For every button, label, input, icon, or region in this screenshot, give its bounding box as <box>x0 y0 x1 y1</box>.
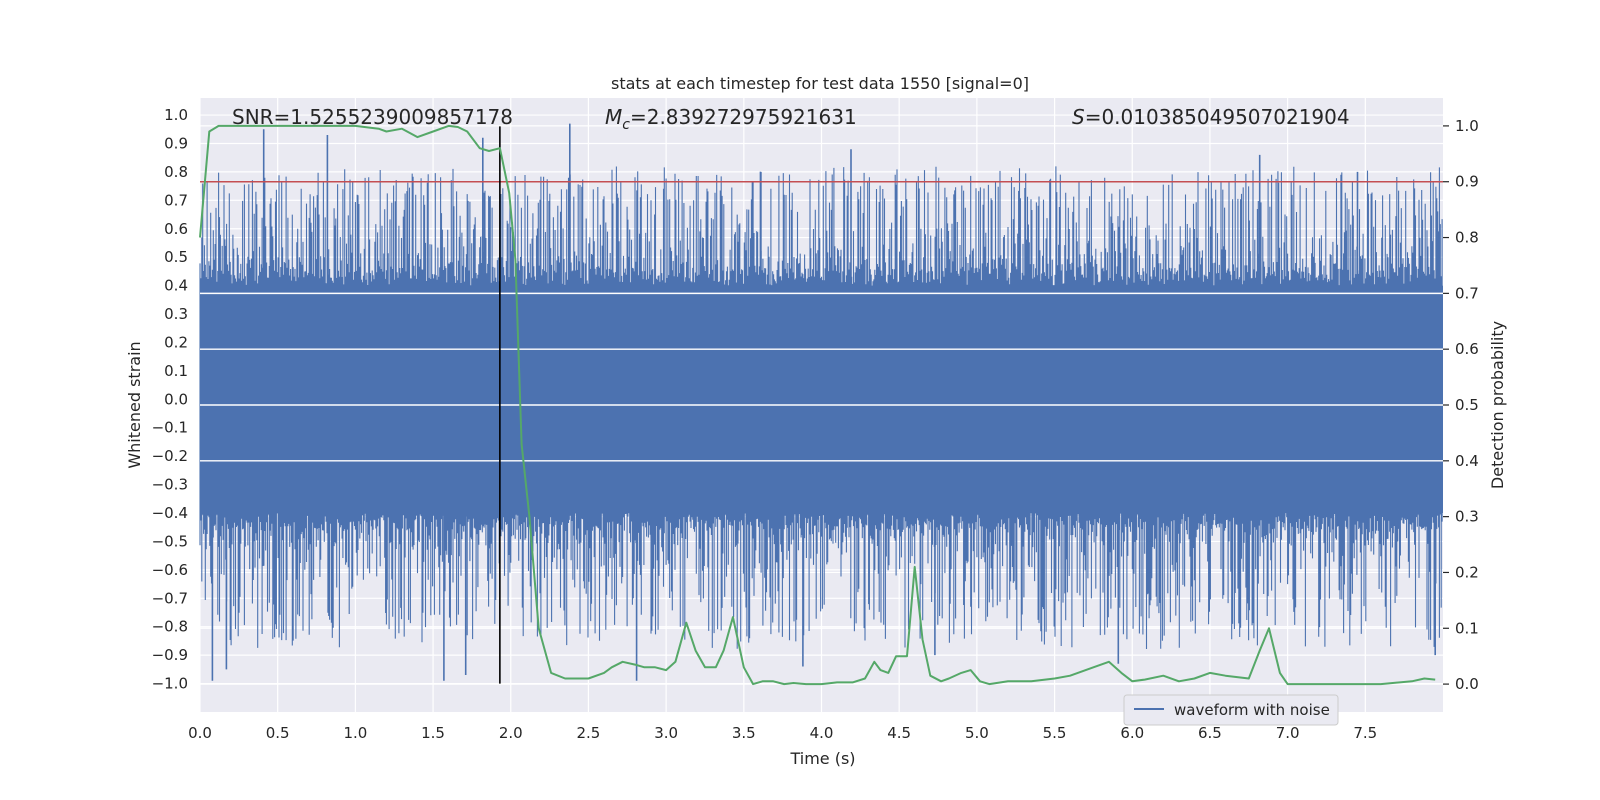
mc-subscript: c <box>622 117 630 133</box>
y-axis-right-label: Detection probability <box>1488 321 1507 489</box>
y-right-tick-label: 0.5 <box>1455 396 1479 414</box>
x-tick-label: 3.0 <box>654 724 678 742</box>
y-right-tick-label: 0.3 <box>1455 508 1479 526</box>
x-tick-label: 6.0 <box>1120 724 1144 742</box>
y-left-tick-label: 0.1 <box>164 362 188 380</box>
x-tick-label: 3.5 <box>732 724 756 742</box>
mc-value: =2.839272975921631 <box>630 105 857 129</box>
x-tick-label: 0.0 <box>188 724 212 742</box>
x-tick-label: 2.5 <box>577 724 601 742</box>
y-left-tick-label: −1.0 <box>152 675 188 693</box>
y-right-tick-label: 0.6 <box>1455 340 1479 358</box>
y-right-tick-label: 1.0 <box>1455 117 1479 135</box>
y-left-tick-label: −0.5 <box>152 532 188 550</box>
y-left-tick-label: 0.5 <box>164 248 188 266</box>
y-left-tick-label: −0.7 <box>152 589 188 607</box>
x-tick-label: 1.5 <box>421 724 445 742</box>
y-left-tick-label: −0.1 <box>152 419 188 437</box>
x-tick-label: 4.5 <box>887 724 911 742</box>
s-symbol: S <box>1072 105 1085 129</box>
y-left-tick-label: 0.9 <box>164 134 188 152</box>
waveform-series <box>199 123 1443 681</box>
mc-symbol: M <box>605 105 622 129</box>
x-tick-label: 0.5 <box>266 724 290 742</box>
y-right-tick-label: 0.1 <box>1455 619 1479 637</box>
s-value: =0.010385049507021904 <box>1085 105 1350 129</box>
y-left-tick-label: −0.8 <box>152 618 188 636</box>
y-right-tick-label: 0.2 <box>1455 563 1479 581</box>
y-left-tick-label: −0.6 <box>152 561 188 579</box>
y-left-tick-label: 0.6 <box>164 220 188 238</box>
y-left-tick-label: −0.9 <box>152 646 188 664</box>
x-tick-label: 4.0 <box>810 724 834 742</box>
y-left-tick-label: 0.3 <box>164 305 188 323</box>
waveform-peaks <box>211 123 1436 681</box>
y-left-tick-label: −0.3 <box>152 476 188 494</box>
x-tick-label: 7.0 <box>1276 724 1300 742</box>
y-right-tick-label: 0.4 <box>1455 452 1479 470</box>
y-left-tick-label: 0.4 <box>164 277 188 295</box>
y-left-tick-label: 1.0 <box>164 106 188 124</box>
s-annotation: S=0.010385049507021904 <box>1072 105 1350 129</box>
chirp-mass-annotation: Mc=2.839272975921631 <box>605 105 857 133</box>
y-left-tick-label: 0.7 <box>164 191 188 209</box>
y-axis-left-label: Whitened strain <box>125 341 144 468</box>
y-right-tick-label: 0.8 <box>1455 229 1479 247</box>
x-tick-label: 6.5 <box>1198 724 1222 742</box>
x-tick-label: 2.0 <box>499 724 523 742</box>
x-tick-label: 5.5 <box>1043 724 1067 742</box>
y-right-tick-label: 0.9 <box>1455 173 1479 191</box>
x-tick-label: 5.0 <box>965 724 989 742</box>
y-left-tick-label: −0.4 <box>152 504 188 522</box>
legend: waveform with noise <box>1123 694 1339 726</box>
y-left-tick-label: 0.0 <box>164 390 188 408</box>
y-right-tick-label: 0.7 <box>1455 284 1479 302</box>
legend-box <box>1123 694 1339 726</box>
y-left-tick-label: 0.8 <box>164 163 188 181</box>
probability-line <box>199 124 1436 686</box>
y-left-tick-label: 0.2 <box>164 333 188 351</box>
y-right-tick-label: 0.0 <box>1455 675 1479 693</box>
overlay-lines <box>199 124 1443 686</box>
snr-annotation: SNR=1.5255239009857178 <box>232 105 513 129</box>
chart-title: stats at each timestep for test data 155… <box>611 74 1029 93</box>
legend-entry: waveform with noise <box>1174 701 1330 719</box>
tick-labels: 0.0 0.5 1.0 1.5 2.0 2.5 3.0 3.5 4.0 4.5 5.0 5.5 6.0 6… <box>152 106 1479 742</box>
y-left-tick-label: −0.2 <box>152 447 188 465</box>
x-tick-label: 1.0 <box>343 724 367 742</box>
x-axis-label: Time (s) <box>789 749 855 768</box>
x-tick-label: 7.5 <box>1353 724 1377 742</box>
